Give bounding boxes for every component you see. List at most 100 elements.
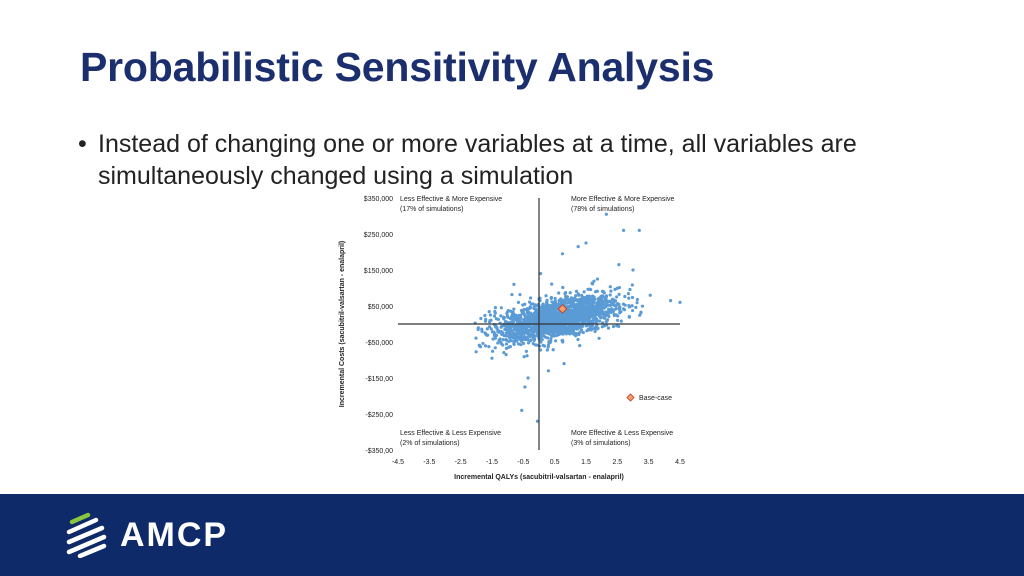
simulation-point: [635, 301, 639, 305]
simulation-point: [580, 328, 584, 332]
y-tick-label: -$350,00: [365, 448, 393, 455]
simulation-point: [496, 317, 500, 321]
simulation-point: [549, 295, 554, 300]
simulation-point: [669, 299, 673, 303]
simulation-point: [525, 354, 529, 358]
simulation-point: [574, 289, 579, 293]
simulation-point: [483, 319, 488, 323]
simulation-point: [597, 336, 601, 340]
simulation-point: [527, 317, 531, 322]
simulation-point: [500, 331, 505, 335]
simulation-point: [517, 329, 521, 333]
simulation-point: [510, 292, 514, 297]
simulation-point: [504, 353, 508, 357]
simulation-point: [577, 301, 581, 305]
simulation-point: [615, 295, 619, 299]
simulation-point: [487, 309, 491, 314]
simulation-point: [548, 339, 553, 343]
simulation-point: [609, 307, 614, 311]
simulation-point: [561, 317, 565, 321]
simulation-point: [538, 272, 543, 276]
simulation-point: [561, 285, 565, 290]
simulation-point: [600, 301, 604, 305]
simulation-point: [518, 293, 522, 297]
simulation-point: [577, 333, 581, 337]
x-tick-label: 3.5: [644, 459, 654, 466]
y-tick-label: -$150,00: [365, 376, 393, 383]
axes: [398, 198, 680, 450]
simulation-point: [580, 295, 585, 299]
simulation-point: [591, 296, 595, 301]
x-tick-label: -3.5: [423, 459, 435, 466]
simulation-point: [511, 314, 515, 318]
y-tick-label: $50,000: [368, 304, 393, 311]
simulation-point: [584, 307, 589, 312]
simulation-point: [549, 312, 553, 316]
simulation-point: [546, 326, 550, 330]
simulation-point: [587, 295, 591, 299]
simulation-point: [521, 341, 526, 345]
simulation-point: [526, 376, 530, 380]
simulation-point: [505, 311, 509, 315]
simulation-point: [485, 327, 489, 331]
simulation-point: [582, 309, 586, 313]
simulation-point: [619, 319, 623, 323]
simulation-point: [599, 306, 603, 310]
simulation-point: [570, 300, 574, 304]
bullet-dot-icon: •: [78, 130, 87, 158]
simulation-point: [547, 303, 551, 307]
simulation-point: [544, 303, 548, 307]
simulation-point: [483, 344, 488, 348]
simulation-point: [590, 281, 594, 285]
simulation-point: [501, 343, 505, 347]
simulation-point: [626, 292, 631, 296]
simulation-point: [570, 313, 574, 317]
x-tick-label: -1.5: [486, 459, 498, 466]
simulation-point: [497, 338, 502, 342]
simulation-point: [523, 385, 527, 389]
simulation-point: [591, 320, 595, 324]
simulation-point: [566, 301, 571, 305]
simulation-point: [582, 290, 586, 294]
simulation-point: [544, 308, 549, 312]
x-tick-label: 4.5: [675, 459, 685, 466]
simulation-point: [514, 318, 518, 322]
simulation-point: [506, 315, 510, 319]
simulation-point: [559, 297, 563, 301]
quadrant-label-top-right: More Effective & More Expensive: [571, 196, 674, 203]
simulation-point: [612, 300, 616, 304]
quadrant-pct-bottom-left: (2% of simulations): [400, 440, 460, 447]
simulation-point: [622, 228, 626, 232]
simulation-point: [575, 327, 579, 331]
simulation-point: [552, 334, 556, 338]
simulation-point: [631, 268, 635, 272]
simulation-point: [514, 313, 518, 317]
x-tick-label: -4.5: [392, 459, 404, 466]
simulation-point: [566, 314, 570, 318]
y-tick-label: -$250,00: [365, 412, 393, 419]
simulation-point: [590, 304, 594, 308]
simulation-point: [594, 320, 598, 324]
simulation-point: [483, 313, 487, 318]
simulation-point: [613, 287, 617, 291]
simulation-point: [568, 291, 572, 295]
x-tick-label: -2.5: [455, 459, 467, 466]
simulation-point: [488, 318, 492, 323]
simulation-point: [545, 301, 549, 305]
simulation-point: [595, 302, 599, 306]
simulation-point: [540, 315, 544, 320]
simulation-point: [539, 340, 543, 344]
quadrant-pct-bottom-right: (3% of simulations): [571, 440, 631, 447]
simulation-point: [563, 291, 568, 295]
simulation-point: [553, 301, 557, 305]
simulation-point: [615, 318, 620, 322]
simulation-point: [516, 342, 521, 346]
bullet-item: • Instead of changing one or more variab…: [78, 128, 958, 192]
simulation-point: [546, 345, 550, 349]
simulation-point: [493, 346, 497, 350]
simulation-point: [532, 311, 536, 315]
simulation-point: [519, 339, 524, 343]
simulation-point: [562, 362, 566, 366]
simulation-point: [635, 297, 639, 302]
simulation-point: [550, 329, 555, 333]
